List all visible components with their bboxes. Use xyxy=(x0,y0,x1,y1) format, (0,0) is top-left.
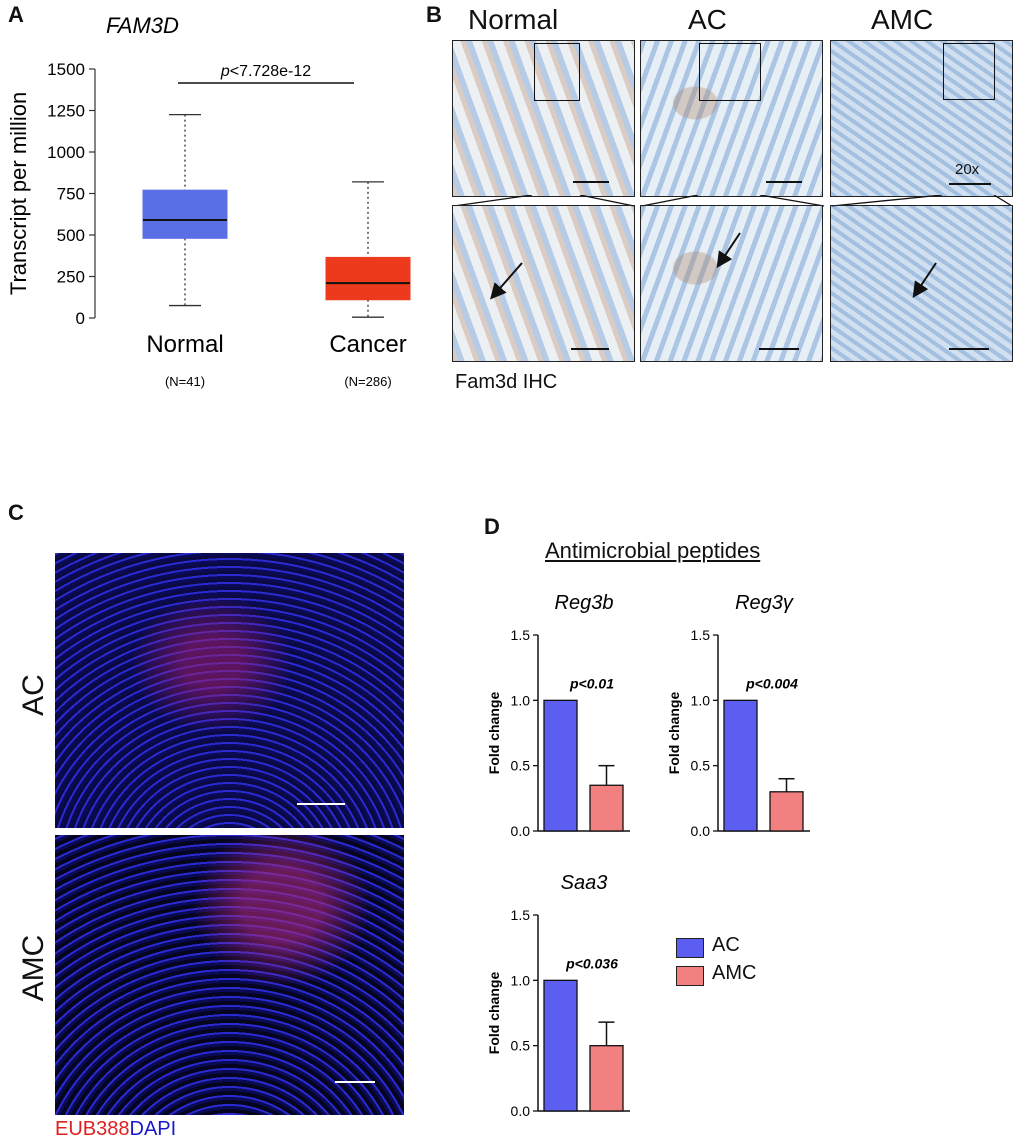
p-value-annotation: p<0.004 xyxy=(745,675,798,691)
y-tick-label: 0.0 xyxy=(511,1103,531,1119)
y-tick-label: 0.0 xyxy=(691,823,711,839)
panel-letter-a: A xyxy=(8,2,24,27)
legend-label-ac: AC xyxy=(712,934,740,956)
col-label-amc: AMC xyxy=(871,4,934,35)
zoom-box xyxy=(534,43,580,101)
panel-letter-c: C xyxy=(8,500,24,525)
panel-letter-d: D xyxy=(484,514,500,539)
ihc-caption: Fam3d IHC xyxy=(455,371,558,393)
arrow-icon xyxy=(912,262,937,298)
col-label-ac: AC xyxy=(688,4,727,35)
fluorescence-image-ac xyxy=(55,553,404,828)
magnification-label: 20x xyxy=(955,161,980,178)
y-axis-label: Fold change xyxy=(486,972,502,1055)
micrograph-ac-zoom xyxy=(640,205,823,362)
chart-title: Reg3γ xyxy=(735,592,794,614)
scale-bar xyxy=(335,1081,375,1083)
y-axis-label: Fold change xyxy=(666,692,682,775)
bar-ac xyxy=(543,979,578,1112)
chart-title: Reg3b xyxy=(555,592,614,614)
y-tick-label: 1.0 xyxy=(691,692,711,708)
micrograph-normal-zoom xyxy=(452,205,635,362)
scale-bar xyxy=(949,183,991,185)
y-tick-label: 750 xyxy=(57,185,85,204)
micrograph-amc-20x: 20x xyxy=(830,40,1013,197)
x-category-label: Cancer xyxy=(329,331,406,358)
arrow-icon xyxy=(490,262,523,300)
scale-bar xyxy=(766,181,802,183)
bar-amc xyxy=(769,791,804,832)
arrow-icon xyxy=(716,232,741,268)
row-label-amc: AMC xyxy=(17,934,50,1002)
y-tick-label: 250 xyxy=(57,268,85,287)
y-tick-label: 1.0 xyxy=(511,972,531,988)
scale-bar xyxy=(571,348,609,350)
fluorescence-image-amc xyxy=(55,835,404,1115)
y-tick-label: 0.5 xyxy=(511,1038,531,1054)
legend-swatch-amc xyxy=(676,966,704,986)
bar-amc xyxy=(589,1045,624,1112)
zoom-box xyxy=(699,43,761,101)
col-label-normal: Normal xyxy=(468,4,559,35)
row-label-ac: AC xyxy=(17,674,50,716)
stain-eub388: EUB388 xyxy=(55,1118,130,1140)
stain-dapi: DAPI xyxy=(129,1118,177,1140)
y-tick-label: 1.5 xyxy=(511,627,531,643)
scale-bar xyxy=(573,181,609,183)
y-tick-label: 0.5 xyxy=(691,758,711,774)
y-tick-label: 1.0 xyxy=(511,692,531,708)
bar-ac xyxy=(723,699,758,832)
x-category-note: (N=286) xyxy=(344,374,391,389)
fam3d-boxplot: FAM3D 0 250 500 750 1000 1250 1500 Transcript pe… xyxy=(6,13,411,389)
saa3-barchart: Saa3 0.0 0.5 1.0 1.5 Fold change p<0.036 xyxy=(486,872,630,1119)
reg3b-barchart: Reg3b 0.0 0.5 1.0 1.5 Fold change p<0.01 xyxy=(486,592,630,839)
y-tick-label: 0 xyxy=(76,309,85,328)
scale-bar xyxy=(759,348,799,350)
y-axis-label: Transcript per million xyxy=(6,92,31,295)
stain-legend: EUB388DAPI xyxy=(55,1118,176,1141)
x-category-note: (N=41) xyxy=(165,374,205,389)
bar-amc xyxy=(589,784,624,832)
micrograph-ac-20x xyxy=(640,40,823,197)
panel-letter-b: B xyxy=(426,2,442,27)
legend-swatch-ac xyxy=(676,938,704,958)
box-normal xyxy=(142,189,228,239)
panel-d-heading: Antimicrobial peptides xyxy=(545,538,761,563)
y-tick-label: 1.5 xyxy=(691,627,711,643)
p-value-annotation: p<7.728e-12 xyxy=(220,63,311,80)
chart-title: FAM3D xyxy=(106,13,179,38)
y-axis-label: Fold change xyxy=(486,692,502,775)
y-tick-label: 0.0 xyxy=(511,823,531,839)
y-tick-label: 1.5 xyxy=(511,907,531,923)
y-tick-label: 1250 xyxy=(47,102,85,121)
y-tick-label: 0.5 xyxy=(511,758,531,774)
box-cancer xyxy=(325,256,411,301)
zoom-connector-lines xyxy=(453,195,1013,207)
y-tick-label: 1500 xyxy=(47,60,85,79)
chart-title: Saa3 xyxy=(561,872,608,894)
reg3g-barchart: Reg3γ 0.0 0.5 1.0 1.5 Fold change p<0.004 xyxy=(666,592,810,839)
y-tick-label: 500 xyxy=(57,226,85,245)
scale-bar xyxy=(297,803,345,805)
arrow-markers xyxy=(490,232,937,300)
y-tick-label: 1000 xyxy=(47,143,85,162)
legend-label-amc: AMC xyxy=(712,962,757,984)
micrograph-normal-20x xyxy=(452,40,635,197)
p-value-annotation: p<0.036 xyxy=(565,955,618,971)
scale-bar xyxy=(949,348,989,350)
bar-ac xyxy=(543,699,578,832)
p-value-annotation: p<0.01 xyxy=(569,675,614,691)
x-category-label: Normal xyxy=(146,331,223,358)
zoom-box xyxy=(943,43,995,100)
